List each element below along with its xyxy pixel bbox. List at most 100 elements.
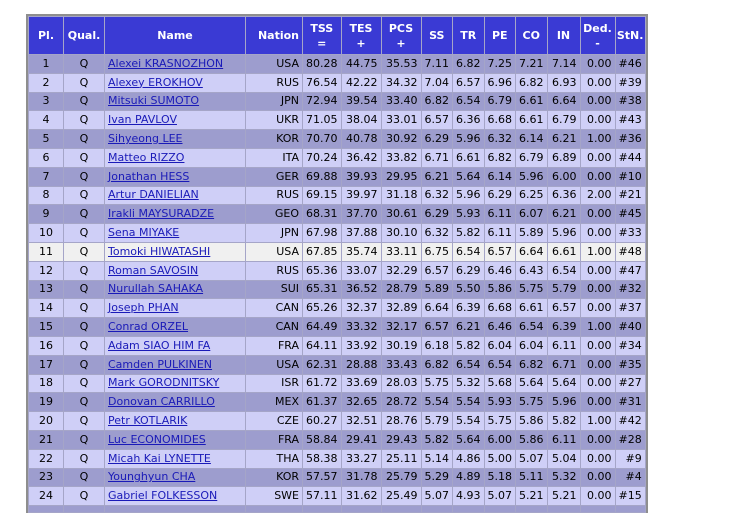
cell-in: 6.11: [547, 430, 580, 449]
cell-tss: 58.84: [303, 430, 341, 449]
skater-name-link[interactable]: Camden PULKINEN: [108, 357, 213, 371]
cell-co: 7.21: [516, 55, 547, 73]
partial-cell: [381, 506, 421, 513]
cell-ded: 1.00: [580, 130, 615, 148]
cell-place: 4: [29, 111, 63, 130]
cell-tss: 57.11: [303, 487, 341, 506]
col-header-tss: TSS =: [303, 17, 341, 54]
cell-in: 5.82: [547, 412, 580, 430]
cell-qual: Q: [64, 242, 104, 261]
skater-name-link[interactable]: Sihyeong LEE: [108, 132, 183, 146]
skater-name-link[interactable]: Micah Kai LYNETTE: [108, 451, 211, 465]
skater-name-link[interactable]: Nurullah SAHAKA: [108, 282, 204, 296]
cell-pcs: 29.95: [381, 167, 421, 186]
table-row: 13 Q Nurullah SAHAKA SUI 65.31 36.52 28.79 5.89…: [29, 280, 645, 299]
skater-name-link[interactable]: Younghyun CHA: [108, 470, 196, 484]
skater-name-link[interactable]: Conrad ORZEL: [108, 320, 189, 334]
skater-name-link[interactable]: Jonathan HESS: [108, 169, 190, 183]
cell-pcs: 25.11: [381, 449, 421, 468]
cell-place: 1: [29, 55, 63, 73]
cell-pe: 5.00: [484, 449, 515, 468]
partial-cell: [246, 506, 302, 513]
cell-tes: 44.75: [341, 55, 381, 73]
cell-pe: 6.96: [484, 73, 515, 92]
skater-name-link[interactable]: Gabriel FOLKESSON: [108, 489, 218, 503]
cell-stn: #38: [615, 92, 645, 111]
partial-cell: [547, 506, 580, 513]
cell-ded: 0.00: [580, 261, 615, 280]
cell-pcs: 33.82: [381, 148, 421, 167]
skater-name-link[interactable]: Irakli MAYSURADZE: [108, 207, 215, 221]
skater-name-link[interactable]: Tomoki HIWATASHI: [108, 244, 211, 258]
cell-nation: JPN: [246, 224, 302, 242]
cell-place: 11: [29, 242, 63, 261]
cell-tes: 37.70: [341, 205, 381, 224]
cell-stn: #45: [615, 205, 645, 224]
cell-co: 6.82: [516, 355, 547, 374]
partial-cell: [105, 506, 245, 513]
cell-qual: Q: [64, 355, 104, 374]
cell-qual: Q: [64, 186, 104, 205]
skater-name-link[interactable]: Ivan PAVLOV: [108, 113, 177, 127]
cell-ss: 6.82: [421, 92, 452, 111]
cell-nation: KOR: [246, 468, 302, 487]
skater-name-link[interactable]: Mitsuki SUMOTO: [108, 94, 200, 108]
cell-ss: 5.29: [421, 468, 452, 487]
cell-in: 6.11: [547, 336, 580, 355]
table-row: 21 Q Luc ECONOMIDES FRA 58.84 29.41 29.43 5.82 5…: [29, 430, 645, 449]
cell-ded: 0.00: [580, 73, 615, 92]
skater-name-link[interactable]: Luc ECONOMIDES: [108, 432, 206, 446]
cell-tes: 39.97: [341, 186, 381, 205]
cell-tr: 6.54: [453, 355, 484, 374]
cell-pe: 6.00: [484, 430, 515, 449]
cell-co: 6.25: [516, 186, 547, 205]
cell-qual: Q: [64, 205, 104, 224]
cell-name: Sena MIYAKE: [105, 224, 245, 242]
col-header-pe: PE: [484, 17, 515, 54]
cell-pe: 7.25: [484, 55, 515, 73]
cell-pe: 6.57: [484, 242, 515, 261]
cell-name: Adam SIAO HIM FA: [105, 336, 245, 355]
cell-pcs: 35.53: [381, 55, 421, 73]
cell-tr: 4.93: [453, 487, 484, 506]
cell-tss: 70.70: [303, 130, 341, 148]
partial-cell: [484, 506, 515, 513]
skater-name-link[interactable]: Sena MIYAKE: [108, 226, 180, 240]
skater-name-link[interactable]: Artur DANIELIAN: [108, 188, 199, 202]
cell-place: 8: [29, 186, 63, 205]
skater-name-link[interactable]: Adam SIAO HIM FA: [108, 338, 211, 352]
cell-ss: 6.82: [421, 355, 452, 374]
skater-name-link[interactable]: Donovan CARRILLO: [108, 395, 215, 409]
skater-name-link[interactable]: Petr KOTLARIK: [108, 414, 188, 428]
cell-tr: 6.54: [453, 242, 484, 261]
cell-name: Irakli MAYSURADZE: [105, 205, 245, 224]
cell-place: 17: [29, 355, 63, 374]
cell-nation: UKR: [246, 111, 302, 130]
skater-name-link[interactable]: Mark GORODNITSKY: [108, 376, 220, 390]
cell-nation: RUS: [246, 73, 302, 92]
cell-name: Ivan PAVLOV: [105, 111, 245, 130]
cell-pcs: 30.92: [381, 130, 421, 148]
cell-ded: 0.00: [580, 111, 615, 130]
cell-nation: CZE: [246, 412, 302, 430]
skater-name-link[interactable]: Joseph PHAN: [108, 301, 179, 315]
cell-place: 6: [29, 148, 63, 167]
cell-tes: 32.65: [341, 393, 381, 412]
cell-pcs: 33.11: [381, 242, 421, 261]
cell-qual: Q: [64, 261, 104, 280]
skater-name-link[interactable]: Roman SAVOSIN: [108, 263, 199, 277]
cell-nation: ISR: [246, 374, 302, 393]
skater-name-link[interactable]: Alexei KRASNOZHON: [108, 56, 224, 70]
table-row: 17 Q Camden PULKINEN USA 62.31 28.88 33.43 6.82…: [29, 355, 645, 374]
cell-stn: #4: [615, 468, 645, 487]
skater-name-link[interactable]: Alexey EROKHOV: [108, 75, 203, 89]
col-header-in: IN: [547, 17, 580, 54]
cell-name: Matteo RIZZO: [105, 148, 245, 167]
cell-co: 6.07: [516, 205, 547, 224]
cell-pe: 6.82: [484, 148, 515, 167]
cell-qual: Q: [64, 487, 104, 506]
skater-name-link[interactable]: Matteo RIZZO: [108, 150, 185, 164]
col-header-ss: SS: [421, 17, 452, 54]
cell-tss: 61.37: [303, 393, 341, 412]
partial-cell: [341, 506, 381, 513]
